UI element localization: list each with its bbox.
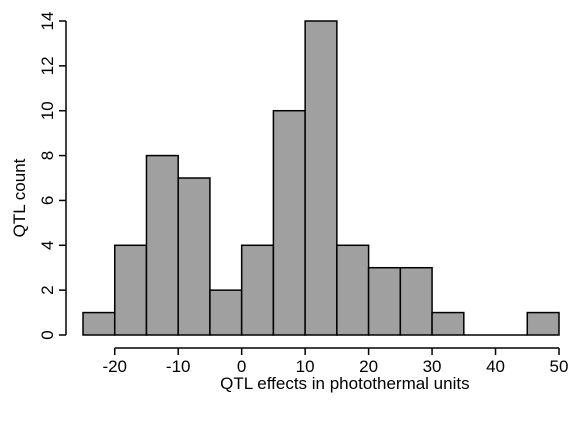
y-tick-label: 14 [38,12,57,31]
axes [65,21,559,349]
y-tick-label: 12 [38,56,57,75]
y-tick-label: 0 [38,330,57,339]
histogram-bar [240,244,275,336]
x-tick-label: 20 [359,357,378,376]
x-axis-title: QTL effects in photothermal units [220,374,469,393]
histogram-bar [526,311,560,336]
histogram-bar [177,177,211,336]
histogram-bar [399,266,433,336]
x-ticks: -20 -10 0 10 20 30 40 50 [102,348,568,376]
histogram-bar [304,20,338,336]
histogram-bar [82,311,116,336]
y-ticks: 0 2 4 6 8 10 12 14 [38,12,66,340]
y-axis-title: QTL count [10,158,29,237]
histogram-bar [272,109,306,336]
x-tick-label: 10 [296,357,315,376]
histogram-bar [431,311,465,336]
histogram-bar [336,244,370,336]
histogram-bar [145,154,179,336]
y-tick-label: 6 [38,196,57,205]
x-tick-label: 40 [486,357,505,376]
histogram-bar [113,244,148,336]
x-tick-label: 50 [550,357,569,376]
histogram-bars [82,20,560,336]
y-tick-label: 2 [38,285,57,294]
histogram-bar [209,289,243,336]
y-tick-label: 8 [38,151,57,160]
x-tick-label: 0 [237,357,246,376]
x-tick-label: -20 [102,357,127,376]
histogram-bar [367,266,402,336]
x-tick-label: -10 [166,357,191,376]
y-tick-label: 10 [38,101,57,120]
x-tick-label: 30 [423,357,442,376]
y-tick-label: 4 [38,241,57,250]
